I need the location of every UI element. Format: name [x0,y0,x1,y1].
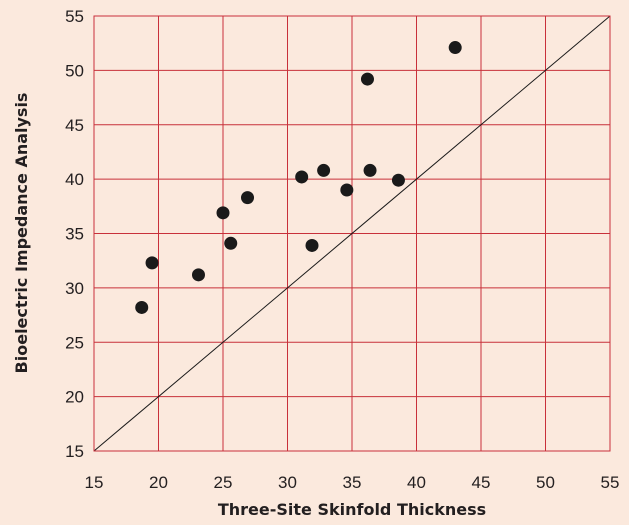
x-tick-label: 55 [601,473,620,492]
data-point [317,163,331,177]
x-tick-label: 20 [149,473,168,492]
data-points [135,41,462,314]
y-tick-label: 55 [65,7,84,26]
x-tick-label: 35 [343,473,362,492]
y-tick-label: 15 [65,442,84,461]
identity-reference-line [93,15,611,452]
x-tick-label: 15 [85,473,104,492]
data-point [363,163,377,177]
data-point [391,173,405,187]
data-point [145,256,159,270]
data-point [340,183,354,197]
x-tick-label: 30 [278,473,297,492]
data-point [224,236,238,250]
data-point [305,238,319,252]
x-tick-label: 45 [472,473,491,492]
data-point [191,268,205,282]
data-point [448,41,462,55]
x-axis-title: Three-Site Skinfold Thickness [218,500,486,519]
y-tick-label: 40 [65,170,84,189]
y-tick-label: 50 [65,61,84,80]
y-tick-label: 25 [65,333,84,352]
plot-frame [93,15,611,452]
x-tick-label: 25 [214,473,233,492]
y-tick-label: 30 [65,279,84,298]
y-tick-label: 35 [65,225,84,244]
data-point [241,191,255,205]
x-tick-label: 40 [407,473,426,492]
data-point [216,206,230,220]
data-point [295,170,309,184]
gridlines [93,15,611,452]
data-point [135,300,149,314]
x-tick-label: 50 [536,473,555,492]
y-axis-tick-labels: 15 20 25 30 35 40 45 50 55 [65,7,84,461]
y-tick-label: 20 [65,388,84,407]
y-axis-title: Bioelectric Impedance Analysis [12,93,31,374]
y-tick-label: 45 [65,116,84,135]
data-point [360,72,374,86]
x-axis-tick-labels: 15 20 25 30 35 40 45 50 55 [85,473,620,492]
